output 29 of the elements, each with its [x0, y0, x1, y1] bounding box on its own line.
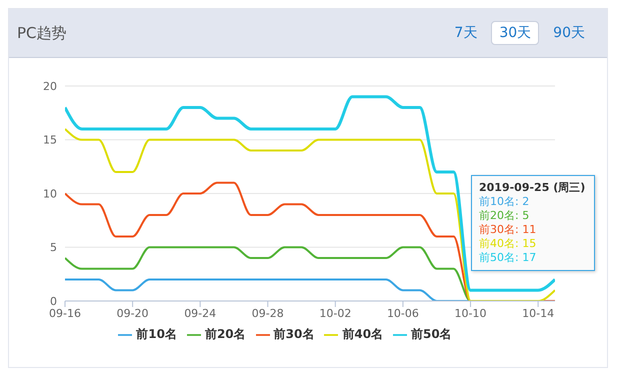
- x-tick-label: 10-06: [386, 306, 419, 320]
- chart-title: PC趋势: [17, 24, 67, 42]
- x-tick-label: 10-10: [454, 306, 486, 320]
- text: 30天: [491, 21, 540, 45]
- x-tick-label: 09-24: [184, 306, 216, 320]
- x-tick-label: 09-16: [49, 306, 81, 320]
- y-tick-label: 20: [43, 80, 57, 93]
- legend-label: 前30名: [274, 327, 314, 341]
- legend-label: 前20名: [204, 327, 246, 341]
- legend-label: 前50名: [411, 327, 452, 341]
- y-tick-label: 10: [43, 187, 57, 200]
- y-tick-label: 5: [50, 241, 57, 254]
- x-tick-label: 09-28: [252, 306, 284, 320]
- annotation: 前50名: 17: [479, 251, 538, 265]
- x-tick-label: 09-20: [116, 306, 149, 320]
- annotation: 前40名: 15: [479, 237, 538, 251]
- x-tick-label: 10-02: [319, 306, 352, 320]
- legend-label: 前10名: [136, 327, 177, 341]
- y-tick-label: 15: [43, 134, 57, 147]
- line-series: [65, 95, 555, 292]
- annotation: 前10名: 2: [479, 195, 530, 209]
- x-tick-label: 10-14: [522, 306, 554, 320]
- annotation: 2019-09-25 (周三): [479, 181, 586, 195]
- legend-label: 前40名: [342, 327, 384, 341]
- annotation: 前30名: 11: [479, 223, 538, 237]
- annotation: 前20名: 5: [479, 209, 530, 223]
- text: 7天: [453, 24, 478, 43]
- y-tick-label: 0: [50, 294, 57, 308]
- text: 90天: [552, 24, 586, 43]
